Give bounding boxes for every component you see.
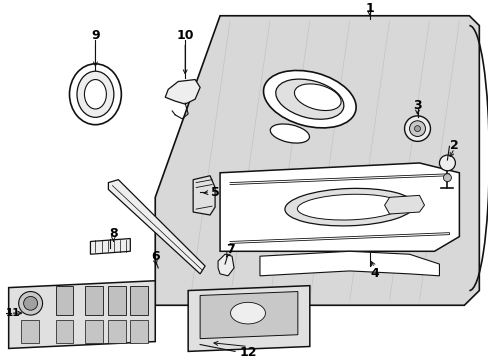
Circle shape [439, 155, 454, 171]
Polygon shape [218, 254, 234, 276]
Polygon shape [130, 285, 148, 315]
Ellipse shape [294, 84, 341, 111]
Text: 2: 2 [449, 139, 458, 152]
Text: 10: 10 [176, 29, 194, 42]
Ellipse shape [275, 79, 343, 119]
Polygon shape [85, 320, 103, 343]
Text: 1: 1 [365, 3, 373, 15]
Circle shape [443, 174, 450, 181]
Circle shape [404, 116, 429, 141]
Ellipse shape [230, 302, 265, 324]
Text: 12: 12 [239, 346, 256, 359]
Ellipse shape [285, 188, 414, 226]
Polygon shape [155, 16, 478, 305]
Polygon shape [9, 281, 155, 348]
Polygon shape [90, 239, 130, 254]
Ellipse shape [69, 64, 121, 125]
Text: 3: 3 [412, 99, 421, 112]
Ellipse shape [270, 124, 309, 143]
Polygon shape [130, 320, 148, 343]
Text: 7: 7 [225, 243, 234, 256]
Circle shape [23, 296, 38, 310]
Text: 9: 9 [91, 29, 100, 42]
Polygon shape [188, 285, 309, 351]
Polygon shape [108, 180, 204, 274]
Polygon shape [165, 80, 200, 104]
Polygon shape [260, 251, 439, 276]
Text: 6: 6 [151, 250, 159, 263]
Ellipse shape [84, 80, 106, 109]
Text: 11: 11 [5, 308, 20, 318]
Ellipse shape [77, 71, 114, 117]
Polygon shape [384, 195, 424, 214]
Text: 4: 4 [369, 267, 378, 280]
Ellipse shape [263, 71, 355, 128]
Polygon shape [108, 320, 126, 343]
Polygon shape [20, 320, 39, 343]
Polygon shape [193, 176, 215, 215]
Polygon shape [108, 285, 126, 315]
Text: 5: 5 [210, 186, 219, 199]
Polygon shape [220, 163, 458, 251]
Polygon shape [85, 285, 103, 315]
Circle shape [408, 121, 425, 136]
Ellipse shape [297, 194, 401, 220]
Circle shape [414, 126, 420, 131]
Polygon shape [56, 285, 73, 315]
Polygon shape [56, 320, 73, 343]
Polygon shape [200, 292, 297, 339]
Circle shape [19, 292, 42, 315]
Text: 8: 8 [109, 227, 118, 240]
